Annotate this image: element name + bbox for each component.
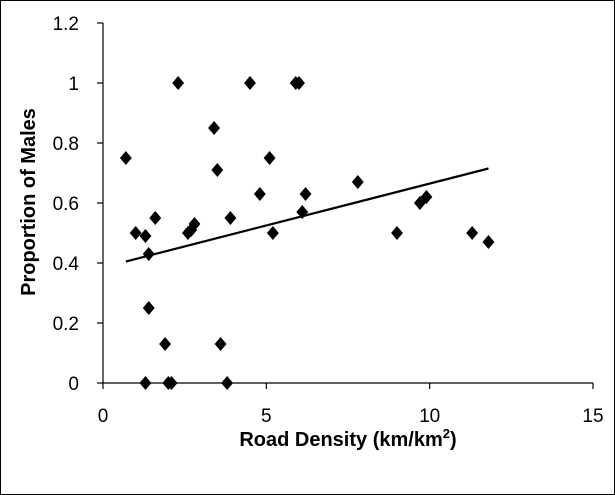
y-tick-label: 0.6 (53, 194, 79, 215)
data-point-marker (296, 205, 309, 219)
x-axis-title: Road Density (km/km2) (239, 426, 456, 451)
data-point-marker (149, 211, 162, 225)
data-point-marker (214, 337, 227, 351)
data-point-marker (139, 376, 152, 390)
data-point-marker (351, 175, 364, 189)
data-point-marker (263, 151, 276, 165)
data-point-marker (224, 211, 237, 225)
data-point-marker (420, 190, 433, 204)
data-point-marker (139, 229, 152, 243)
data-point-marker (172, 76, 185, 90)
data-point-marker (142, 247, 155, 261)
y-tick-label: 1 (68, 74, 79, 95)
data-points (119, 76, 495, 390)
data-point-marker (159, 337, 172, 351)
x-tick-label: 0 (98, 406, 109, 427)
x-axis-ticks: 0 5 10 15 (98, 383, 604, 427)
x-axis-title-end: ) (450, 429, 457, 451)
data-point-marker (391, 226, 403, 240)
x-axis-title-superscript: 2 (443, 426, 450, 441)
y-tick-label: 0 (68, 374, 79, 395)
data-point-marker (165, 376, 178, 390)
trendline (125, 167, 489, 263)
data-point-marker (211, 163, 224, 177)
data-point-marker (299, 187, 312, 201)
data-point-marker (221, 376, 234, 390)
data-point-marker (188, 217, 201, 231)
y-tick-label: 1.2 (53, 14, 79, 35)
x-tick-label: 10 (419, 406, 440, 427)
x-axis-title-main: Road Density (km/km (239, 429, 442, 451)
data-point-marker (293, 76, 305, 90)
y-tick-label: 0.8 (53, 134, 79, 155)
data-point-marker (142, 301, 155, 315)
data-point-marker (208, 121, 221, 135)
y-tick-label: 0.4 (53, 254, 80, 275)
data-point-marker (253, 187, 266, 201)
data-point-marker (119, 151, 132, 165)
data-point-marker (482, 235, 495, 249)
y-tick-label: 0.2 (53, 314, 79, 335)
y-axis-ticks: 0 0.2 0.4 0.6 0.8 1 1.2 (53, 14, 103, 395)
data-point-marker (266, 226, 279, 240)
data-point-marker (129, 226, 142, 240)
data-point-marker (466, 226, 479, 240)
y-axis-title: Proportion of Males (18, 108, 40, 296)
x-tick-label: 5 (261, 406, 272, 427)
data-point-marker (244, 76, 256, 90)
x-tick-label: 15 (582, 406, 603, 427)
